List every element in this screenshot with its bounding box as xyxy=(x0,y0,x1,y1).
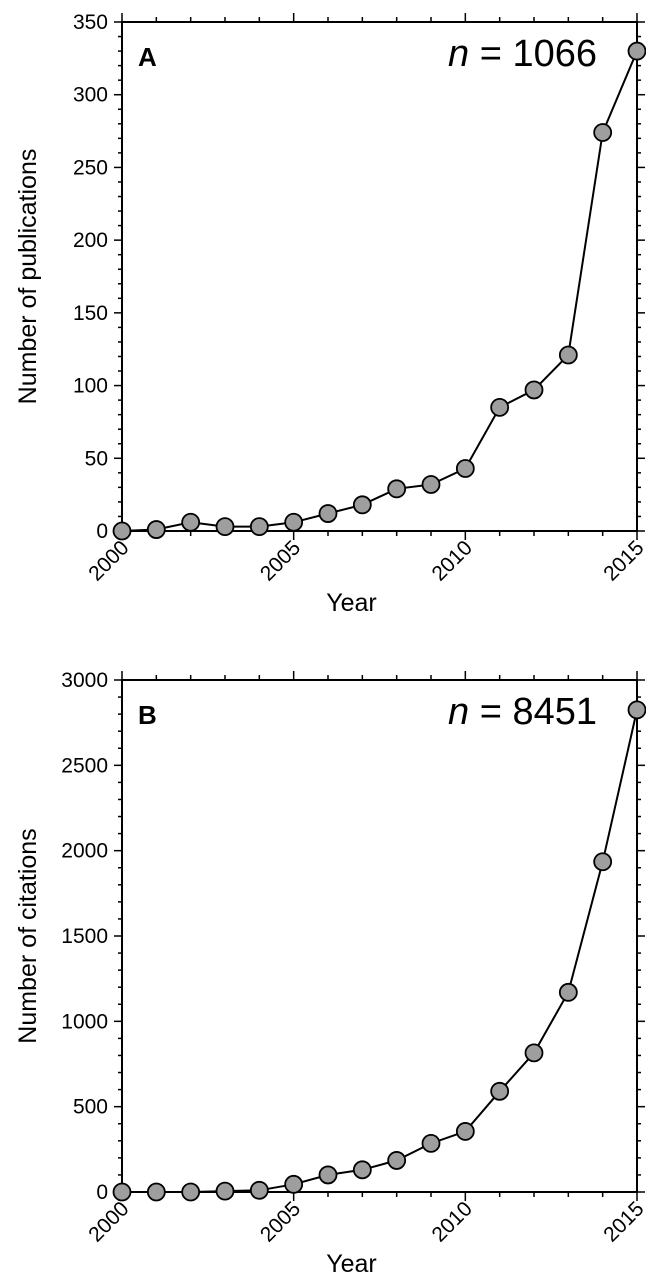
plot-frame xyxy=(121,21,638,532)
data-point xyxy=(558,345,578,365)
sample-size-symbol: n xyxy=(448,691,469,733)
y-tick-label: 500 xyxy=(73,1096,108,1119)
x-axis-title: Year xyxy=(326,589,377,617)
data-point xyxy=(112,1182,132,1202)
y-tick-label: 50 xyxy=(85,447,108,470)
y-tick-label: 0 xyxy=(96,520,108,543)
y-tick-label: 1500 xyxy=(61,925,108,948)
data-point xyxy=(490,397,510,417)
x-tick-label: 2010 xyxy=(428,1197,477,1246)
y-tick-label: 350 xyxy=(73,11,108,34)
data-point xyxy=(421,1133,441,1153)
y-tick-label: 150 xyxy=(73,302,108,325)
data-point xyxy=(146,520,166,539)
y-tick-label: 3000 xyxy=(61,669,108,692)
data-point xyxy=(318,504,338,523)
data-point xyxy=(558,982,578,1002)
series-line xyxy=(121,50,638,532)
data-point xyxy=(146,1182,166,1202)
x-tick-label: 2005 xyxy=(256,536,305,585)
data-point xyxy=(490,1081,510,1101)
data-point xyxy=(249,1180,269,1200)
data-point xyxy=(284,1174,304,1194)
x-tick-label: 2000 xyxy=(84,536,133,585)
data-point xyxy=(524,380,544,400)
x-tick-label: 2015 xyxy=(599,536,646,585)
data-point xyxy=(421,475,441,494)
data-point xyxy=(455,459,475,478)
y-tick-label: 2500 xyxy=(61,754,108,777)
data-point xyxy=(284,512,304,532)
sample-size-symbol: n xyxy=(448,33,469,75)
data-point xyxy=(215,517,235,537)
data-point xyxy=(593,852,613,872)
sample-size-annotation: n = 8451 xyxy=(448,691,597,733)
sample-size-value: = 8451 xyxy=(469,691,597,733)
data-point xyxy=(112,521,132,541)
series-line xyxy=(122,709,638,1193)
y-tick-label: 250 xyxy=(73,156,108,179)
y-tick-label: 0 xyxy=(96,1181,108,1204)
y-tick-label: 1000 xyxy=(61,1010,108,1033)
plot-frame xyxy=(121,679,638,1193)
y-tick-label: 300 xyxy=(73,84,108,107)
sample-size-value: = 1066 xyxy=(469,33,597,75)
panel-b: 0 500 1000 1500 2000 2500 3000 2000 2005 2010 2015… xyxy=(14,669,646,1278)
data-point xyxy=(627,700,646,720)
data-point xyxy=(215,1181,235,1201)
y-axis-title: Number of publications xyxy=(14,149,42,405)
data-point xyxy=(318,1165,338,1185)
data-point xyxy=(181,512,201,532)
data-point xyxy=(249,517,269,537)
x-tick-label: 2015 xyxy=(599,1197,646,1246)
data-point xyxy=(593,123,613,142)
x-tick-label: 2005 xyxy=(256,1197,305,1246)
x-tick-label: 2000 xyxy=(84,1197,133,1246)
data-point xyxy=(455,1122,475,1141)
y-tick-label: 200 xyxy=(73,229,108,252)
y-tick-label: 2000 xyxy=(61,840,108,863)
x-tick-label: 2010 xyxy=(428,536,477,585)
data-point xyxy=(387,479,407,499)
panel-letter: A xyxy=(138,42,157,72)
x-axis-title: Year xyxy=(326,1250,377,1278)
data-point xyxy=(627,41,646,61)
data-point xyxy=(387,1151,407,1170)
panel-letter: B xyxy=(138,700,157,730)
data-point xyxy=(524,1043,544,1063)
data-point xyxy=(181,1182,201,1202)
y-tick-label: 100 xyxy=(73,375,108,398)
y-axis-title: Number of citations xyxy=(14,828,42,1043)
sample-size-annotation: n = 1066 xyxy=(448,33,597,75)
data-point xyxy=(352,1160,372,1180)
panel-a: 0 50 100 150 200 250 300 350 2000 2005 2010 2015 Yea… xyxy=(14,11,646,617)
data-point xyxy=(352,495,372,515)
